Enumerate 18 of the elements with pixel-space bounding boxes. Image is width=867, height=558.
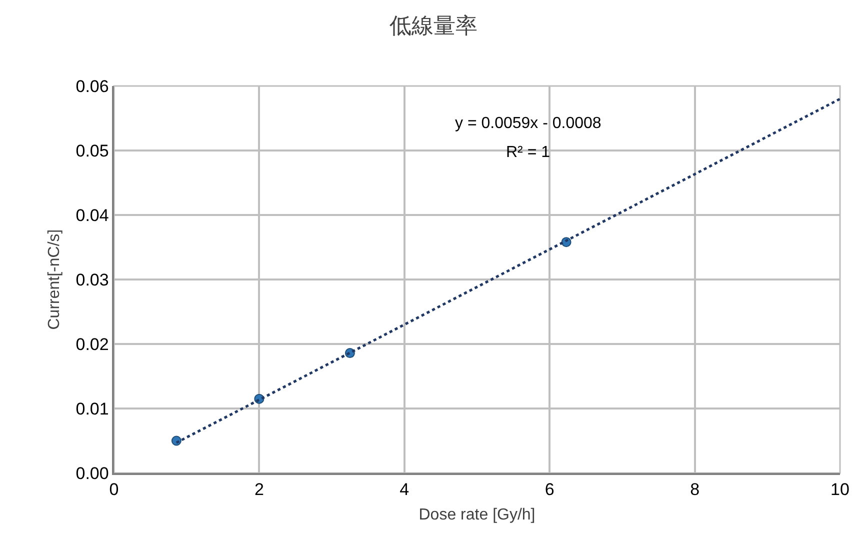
y-tick-label: 0.06 [76, 76, 109, 96]
y-tick-label: 0.05 [76, 141, 109, 160]
x-tick-label: 8 [690, 480, 700, 500]
x-tick-label: 6 [544, 480, 554, 500]
y-tick-label: 0.04 [76, 206, 109, 225]
x-tick-label: 10 [830, 480, 850, 500]
y-tick-label: 0.01 [76, 399, 109, 418]
chart-title: 低線量率 [390, 12, 478, 38]
y-axis-title: Current[-nC/s] [46, 229, 64, 330]
x-tick-label: 0 [109, 480, 119, 500]
annotation: y = 0.0059x - 0.0008 [455, 115, 602, 132]
y-tick-label: 0.02 [76, 334, 109, 354]
y-tick-label: 0.03 [76, 270, 109, 290]
annotation: R² = 1 [506, 144, 550, 161]
y-tick-label: 0.00 [76, 464, 109, 483]
x-tick-label: 2 [254, 480, 264, 500]
x-tick-label: 4 [400, 480, 410, 500]
x-axis-title: Dose rate [Gy/h] [418, 506, 536, 524]
